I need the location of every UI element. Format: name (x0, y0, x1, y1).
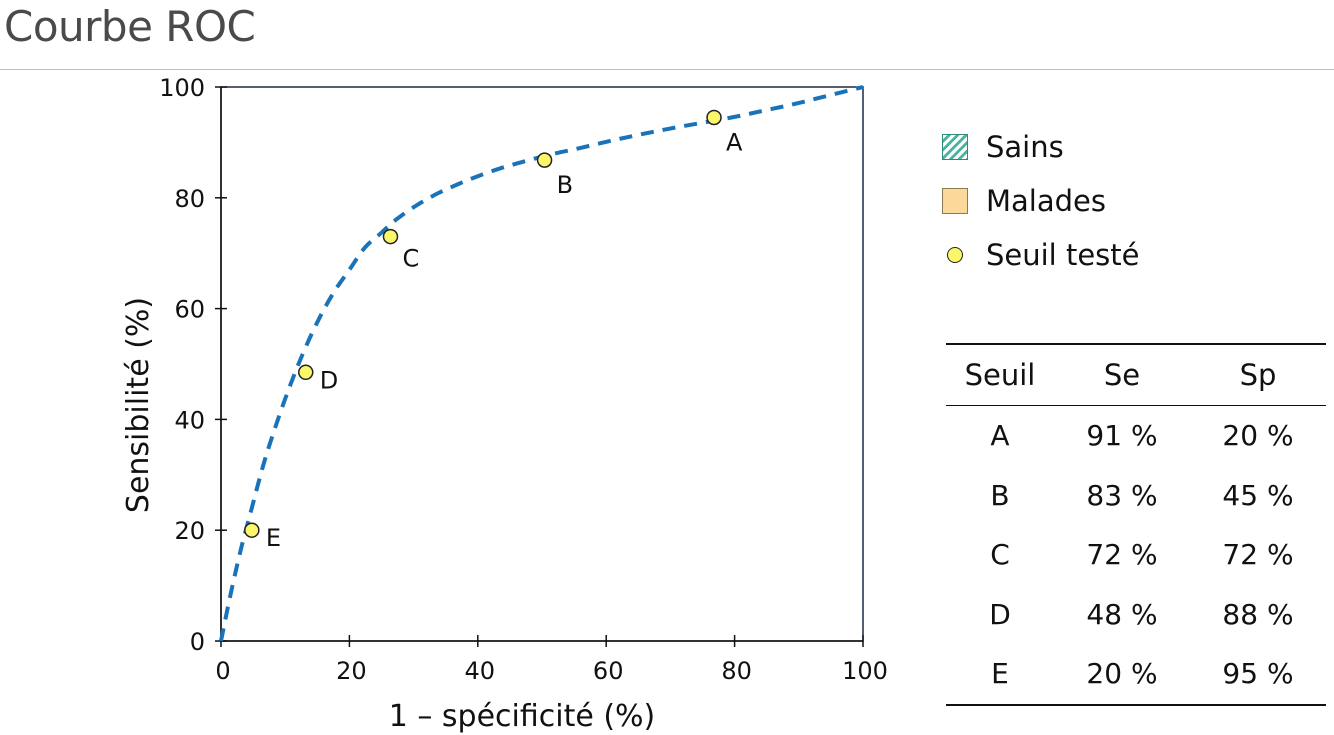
chart-axes (220, 86, 864, 642)
table-header: Sp (1190, 343, 1326, 406)
threshold-point-label: E (266, 524, 281, 552)
table-cell: C (990, 538, 1010, 572)
legend-label: Seuil testé (986, 238, 1140, 272)
legend-item-seuil: Seuil testé (942, 228, 1140, 282)
plot-frame (220, 86, 864, 642)
y-tick-label: 80 (174, 185, 205, 213)
table-row: A 91 % 20 % (946, 406, 1326, 466)
title-divider (0, 69, 1334, 70)
dot-swatch-icon (947, 247, 963, 263)
x-tick-label: 100 (842, 657, 888, 685)
threshold-point-a (706, 109, 722, 126)
x-tick-label: 0 (215, 657, 230, 685)
square-swatch-icon (942, 188, 968, 214)
table-row: C 72 % 72 % (946, 525, 1326, 585)
table-cell: D (989, 597, 1011, 631)
table-header: Se (1054, 343, 1190, 406)
threshold-point-label: B (557, 171, 573, 199)
table-header: Seuil (946, 343, 1054, 406)
threshold-point-e (244, 522, 260, 538)
x-tick-label: 80 (721, 657, 752, 685)
table-cell: 72 % (1222, 538, 1294, 572)
table-row: D 48 % 88 % (946, 585, 1326, 645)
y-tick-label: 40 (174, 406, 205, 434)
x-tick-label: 20 (336, 657, 367, 685)
threshold-table: Seuil Se Sp A 91 % 20 % B 83 % 45 % C 72… (946, 343, 1326, 706)
legend-label: Sains (986, 130, 1064, 164)
table-cell: 83 % (1086, 478, 1158, 512)
threshold-point-c (382, 228, 399, 245)
table-cell: 48 % (1086, 597, 1158, 631)
threshold-point-b (536, 152, 553, 168)
threshold-point-label: A (726, 128, 743, 156)
chart-ticks: 0 20 40 60 80 100 0 20 40 60 80 100 (159, 74, 888, 685)
table-cell: 45 % (1222, 478, 1294, 512)
y-tick-label: 0 (190, 628, 205, 656)
table-header-row: Seuil Se Sp (946, 343, 1326, 406)
x-tick-label: 60 (593, 657, 624, 685)
threshold-point-label: D (320, 366, 338, 394)
y-tick-label: 60 (174, 296, 205, 324)
table-cell: 91 % (1086, 419, 1158, 453)
table-cell: 20 % (1054, 644, 1190, 706)
table-cell: 88 % (1222, 597, 1294, 631)
legend-item-malades: Malades (942, 174, 1140, 228)
table-row: E 20 % 95 % (946, 644, 1326, 706)
table-row: B 83 % 45 % (946, 466, 1326, 526)
hatch-swatch-icon (942, 134, 968, 160)
table-cell: 20 % (1222, 419, 1294, 453)
table-cell: E (946, 644, 1054, 706)
threshold-points: A B C D E (244, 109, 743, 552)
table-cell: A (990, 419, 1010, 453)
legend: Sains Malades Seuil testé (942, 120, 1140, 282)
legend-item-sains: Sains (942, 120, 1140, 174)
threshold-point-d (297, 364, 314, 381)
table-cell: 72 % (1086, 538, 1158, 572)
y-tick-label: 100 (159, 74, 205, 102)
y-axis-title: Sensibilité (%) (121, 297, 156, 513)
table-cell: 95 % (1190, 644, 1326, 706)
table-cell: B (990, 478, 1010, 512)
threshold-point-label: C (402, 245, 419, 273)
y-tick-label: 20 (174, 517, 205, 545)
page-title: Courbe ROC (4, 2, 256, 51)
legend-label: Malades (986, 184, 1106, 218)
x-axis-title: 1 – spécificité (%) (389, 699, 656, 734)
roc-curve (219, 85, 864, 642)
x-tick-label: 40 (465, 657, 496, 685)
